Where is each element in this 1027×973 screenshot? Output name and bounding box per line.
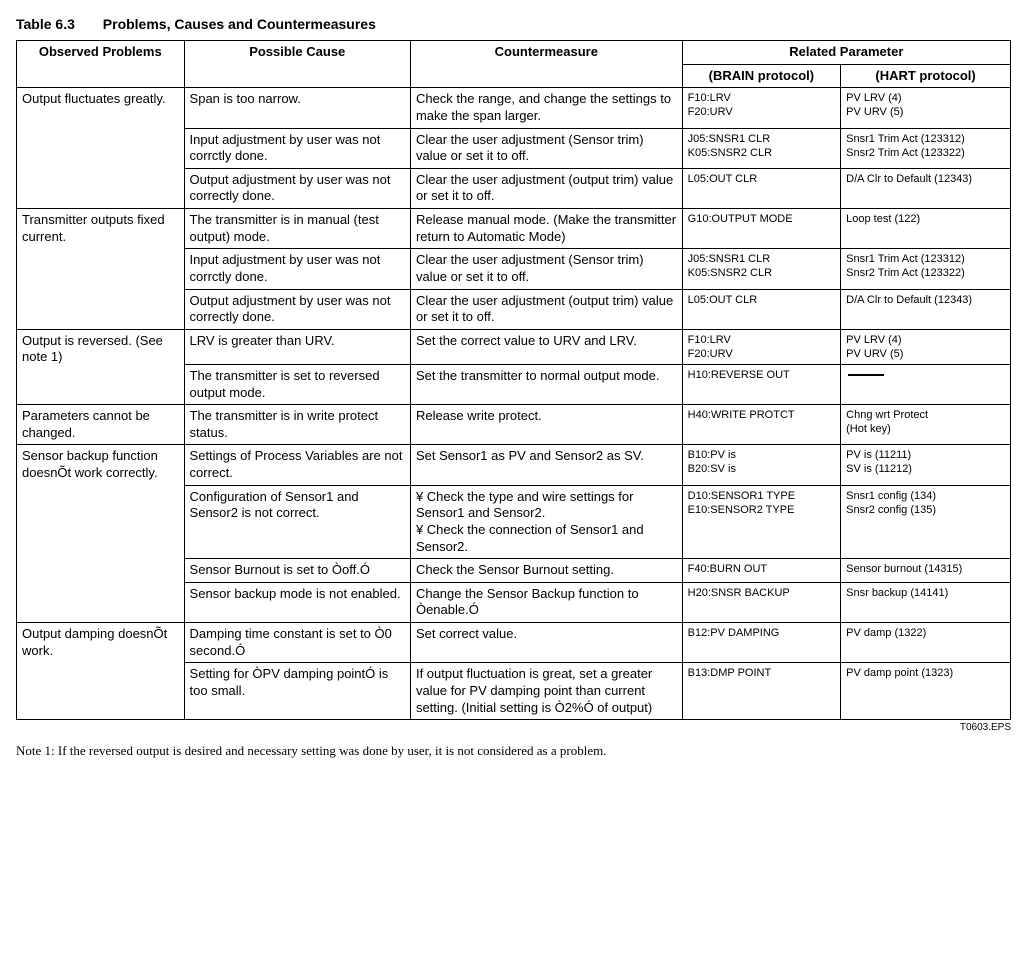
header-problems: Observed Problems bbox=[17, 41, 185, 88]
cell-brain: B10:PV isB20:SV is bbox=[682, 445, 840, 485]
header-hart: (HART protocol) bbox=[841, 64, 1011, 88]
cell-countermeasure: Set the correct value to URV and LRV. bbox=[410, 329, 682, 364]
table-row: Sensor backup function doesnÕt work corr… bbox=[17, 445, 1011, 485]
cell-cause: The transmitter is set to reversed outpu… bbox=[184, 364, 410, 404]
cell-brain: F10:LRVF20:URV bbox=[682, 329, 840, 364]
cell-problem: Output is reversed. (See note 1) bbox=[17, 329, 185, 404]
cell-cause: Output adjustment by user was not correc… bbox=[184, 289, 410, 329]
dash-icon bbox=[848, 374, 884, 376]
cell-brain: B13:DMP POINT bbox=[682, 663, 840, 720]
table-row: Transmitter outputs fixed current.The tr… bbox=[17, 209, 1011, 249]
cell-countermeasure: If output fluctuation is great, set a gr… bbox=[410, 663, 682, 720]
cell-cause: Input adjustment by user was not corrctl… bbox=[184, 128, 410, 168]
cell-hart: Sensor burnout (14315) bbox=[841, 559, 1011, 583]
cell-problem: Parameters cannot be changed. bbox=[17, 405, 185, 445]
cell-hart: PV damp point (1323) bbox=[841, 663, 1011, 720]
footnote: Note 1: If the reversed output is desire… bbox=[16, 743, 1011, 759]
cell-cause: Setting for ÒPV damping pointÓ is too sm… bbox=[184, 663, 410, 720]
cell-brain: J05:SNSR1 CLRK05:SNSR2 CLR bbox=[682, 249, 840, 289]
cell-brain: J05:SNSR1 CLRK05:SNSR2 CLR bbox=[682, 128, 840, 168]
cell-brain: D10:SENSOR1 TYPEE10:SENSOR2 TYPE bbox=[682, 485, 840, 559]
cell-brain: F10:LRVF20:URV bbox=[682, 88, 840, 128]
cell-countermeasure: Set correct value. bbox=[410, 623, 682, 663]
cell-cause: Damping time constant is set to Ò0 secon… bbox=[184, 623, 410, 663]
header-brain: (BRAIN protocol) bbox=[682, 64, 840, 88]
cell-problem: Transmitter outputs fixed current. bbox=[17, 209, 185, 330]
cell-hart bbox=[841, 364, 1011, 404]
cell-hart: PV LRV (4)PV URV (5) bbox=[841, 88, 1011, 128]
cell-countermeasure: Set the transmitter to normal output mod… bbox=[410, 364, 682, 404]
cell-hart: Snsr backup (14141) bbox=[841, 582, 1011, 622]
eps-label: T0603.EPS bbox=[16, 722, 1011, 733]
cell-hart: Snsr1 config (134)Snsr2 config (135) bbox=[841, 485, 1011, 559]
cell-hart: PV damp (1322) bbox=[841, 623, 1011, 663]
cell-cause: The transmitter is in manual (test outpu… bbox=[184, 209, 410, 249]
cell-cause: Sensor backup mode is not enabled. bbox=[184, 582, 410, 622]
cell-brain: L05:OUT CLR bbox=[682, 289, 840, 329]
table-row: Output damping doesnÕt work.Damping time… bbox=[17, 623, 1011, 663]
cell-problem: Output damping doesnÕt work. bbox=[17, 623, 185, 720]
cell-countermeasure: Check the range, and change the settings… bbox=[410, 88, 682, 128]
troubleshooting-table: Observed Problems Possible Cause Counter… bbox=[16, 40, 1011, 720]
cell-hart: Snsr1 Trim Act (123312)Snsr2 Trim Act (1… bbox=[841, 128, 1011, 168]
cell-cause: Sensor Burnout is set to Òoff.Ó bbox=[184, 559, 410, 583]
cell-hart: Chng wrt Protect (Hot key) bbox=[841, 405, 1011, 445]
cell-hart: PV is (11211)SV is (11212) bbox=[841, 445, 1011, 485]
cell-cause: Output adjustment by user was not correc… bbox=[184, 168, 410, 208]
cell-hart: D/A Clr to Default (12343) bbox=[841, 289, 1011, 329]
cell-hart: Snsr1 Trim Act (123312)Snsr2 Trim Act (1… bbox=[841, 249, 1011, 289]
cell-hart: PV LRV (4)PV URV (5) bbox=[841, 329, 1011, 364]
cell-brain: F40:BURN OUT bbox=[682, 559, 840, 583]
cell-cause: Input adjustment by user was not corrctl… bbox=[184, 249, 410, 289]
header-related: Related Parameter bbox=[682, 41, 1010, 65]
cell-brain: H20:SNSR BACKUP bbox=[682, 582, 840, 622]
cell-brain: H40:WRITE PROTCT bbox=[682, 405, 840, 445]
cell-countermeasure: Clear the user adjustment (output trim) … bbox=[410, 289, 682, 329]
cell-countermeasure: Check the Sensor Burnout setting. bbox=[410, 559, 682, 583]
table-number: Table 6.3 bbox=[16, 16, 75, 32]
cell-cause: Configuration of Sensor1 and Sensor2 is … bbox=[184, 485, 410, 559]
cell-countermeasure: ¥ Check the type and wire settings for S… bbox=[410, 485, 682, 559]
cell-hart: D/A Clr to Default (12343) bbox=[841, 168, 1011, 208]
cell-countermeasure: Set Sensor1 as PV and Sensor2 as SV. bbox=[410, 445, 682, 485]
cell-cause: Span is too narrow. bbox=[184, 88, 410, 128]
cell-countermeasure: Clear the user adjustment (Sensor trim) … bbox=[410, 128, 682, 168]
cell-cause: The transmitter is in write protect stat… bbox=[184, 405, 410, 445]
cell-cause: LRV is greater than URV. bbox=[184, 329, 410, 364]
cell-hart: Loop test (122) bbox=[841, 209, 1011, 249]
header-cause: Possible Cause bbox=[184, 41, 410, 88]
table-row: Output fluctuates greatly.Span is too na… bbox=[17, 88, 1011, 128]
cell-countermeasure: Clear the user adjustment (output trim) … bbox=[410, 168, 682, 208]
table-row: Output is reversed. (See note 1)LRV is g… bbox=[17, 329, 1011, 364]
cell-brain: H10:REVERSE OUT bbox=[682, 364, 840, 404]
cell-problem: Sensor backup function doesnÕt work corr… bbox=[17, 445, 185, 623]
table-title: Table 6.3 Problems, Causes and Counterme… bbox=[16, 16, 1011, 32]
cell-brain: B12:PV DAMPING bbox=[682, 623, 840, 663]
cell-countermeasure: Release write protect. bbox=[410, 405, 682, 445]
cell-brain: G10:OUTPUT MODE bbox=[682, 209, 840, 249]
table-row: Parameters cannot be changed.The transmi… bbox=[17, 405, 1011, 445]
header-counter: Countermeasure bbox=[410, 41, 682, 88]
cell-cause: Settings of Process Variables are not co… bbox=[184, 445, 410, 485]
cell-problem: Output fluctuates greatly. bbox=[17, 88, 185, 209]
cell-countermeasure: Release manual mode. (Make the transmitt… bbox=[410, 209, 682, 249]
cell-countermeasure: Change the Sensor Backup function to Òen… bbox=[410, 582, 682, 622]
cell-brain: L05:OUT CLR bbox=[682, 168, 840, 208]
table-title-text: Problems, Causes and Countermeasures bbox=[103, 16, 376, 32]
cell-countermeasure: Clear the user adjustment (Sensor trim) … bbox=[410, 249, 682, 289]
